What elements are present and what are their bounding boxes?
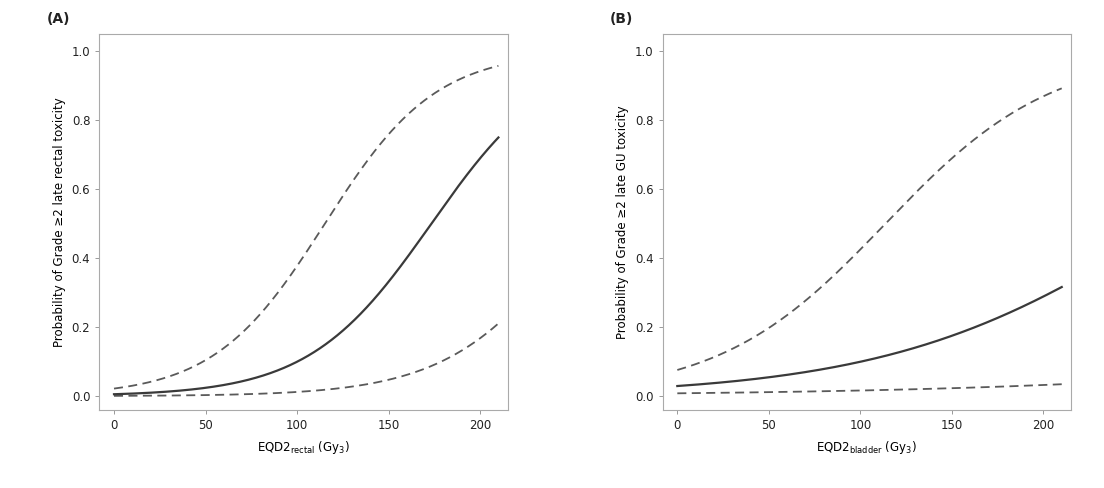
Y-axis label: Probability of Grade ≥2 late GU toxicity: Probability of Grade ≥2 late GU toxicity bbox=[616, 105, 629, 339]
Text: (A): (A) bbox=[46, 12, 70, 25]
X-axis label: EQD2$_{\mathregular{rectal}}$ (Gy$_{\mathregular{3}}$): EQD2$_{\mathregular{rectal}}$ (Gy$_{\mat… bbox=[257, 439, 350, 456]
X-axis label: EQD2$_{\mathregular{bladder}}$ (Gy$_{\mathregular{3}}$): EQD2$_{\mathregular{bladder}}$ (Gy$_{\ma… bbox=[816, 439, 917, 456]
Y-axis label: Probability of Grade ≥2 late rectal toxicity: Probability of Grade ≥2 late rectal toxi… bbox=[53, 97, 66, 347]
Text: (B): (B) bbox=[609, 12, 633, 25]
